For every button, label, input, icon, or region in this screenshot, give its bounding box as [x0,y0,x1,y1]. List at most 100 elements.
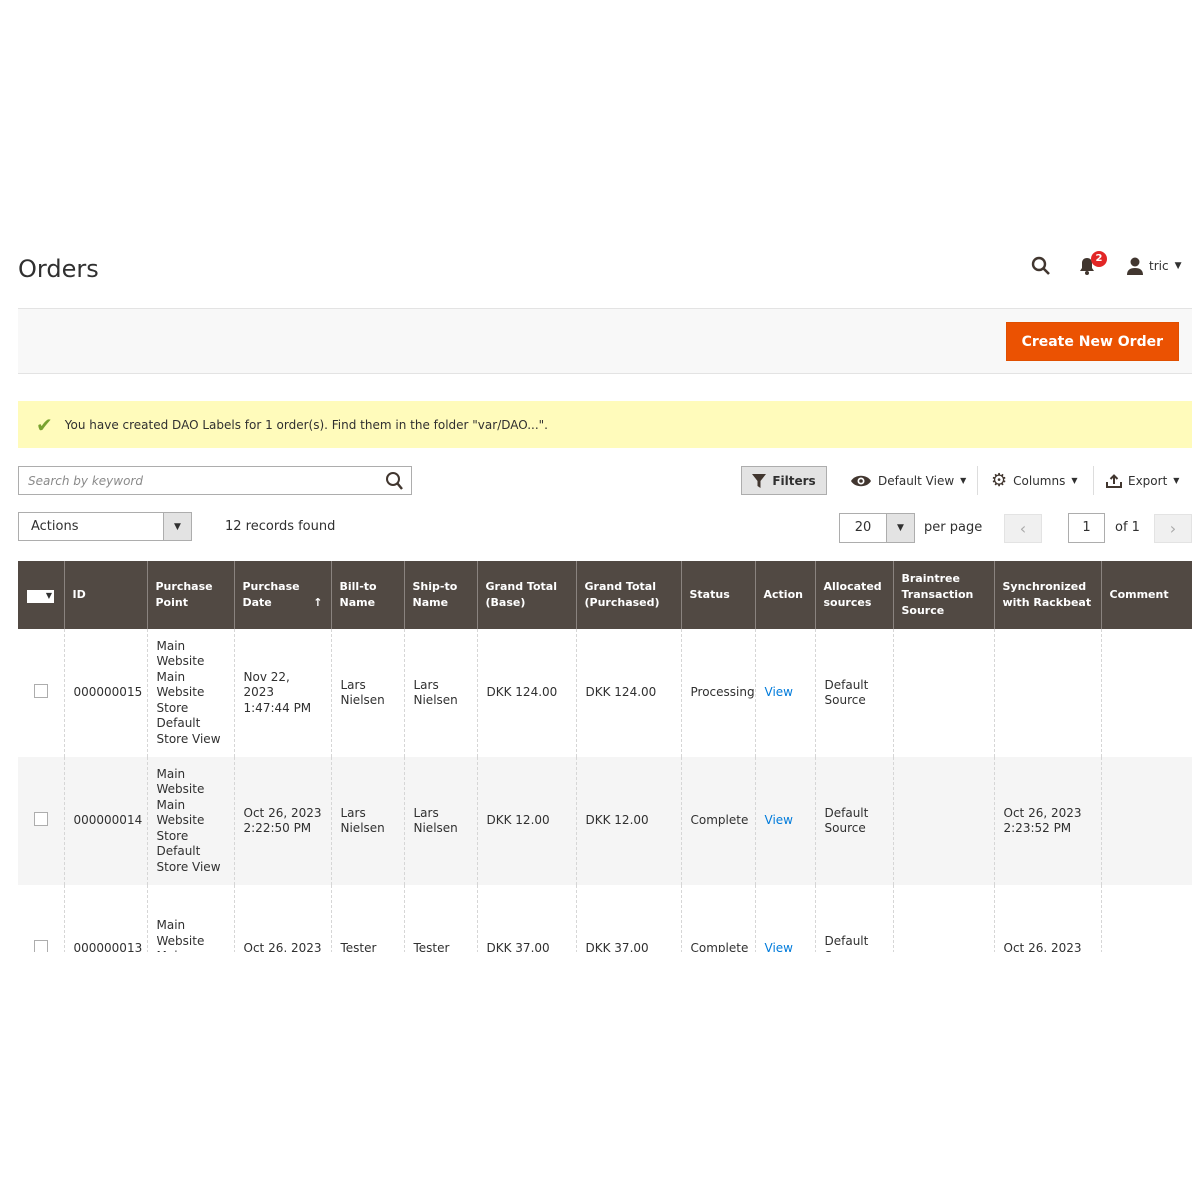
table-row[interactable]: 000000015 Main Website Main Website Store… [18,629,1192,757]
records-count: 12 records found [225,519,336,534]
view-link[interactable]: View [764,685,793,700]
column-header[interactable]: Bill-to Name [330,561,404,629]
cell-comment [1100,885,1192,952]
cell-comment [1100,629,1192,757]
cell-comment [1100,757,1192,885]
column-header-label: Allocated sources [823,580,882,609]
cell-bill: Tester [330,885,404,952]
search-icon[interactable] [381,471,411,491]
column-header-label: Purchase Date [242,580,300,609]
sort-ascending-icon: ↑ [313,596,323,609]
column-header[interactable]: Purchase Date ↑ [233,561,331,629]
cell-text: Main Website Main Website [156,918,205,952]
cell-text: Default Source [824,677,869,708]
cell-text: Default Source [824,933,869,953]
per-page-select[interactable]: 20 ▼ [839,513,915,543]
column-header-label: Purchase Point [155,580,213,609]
cell-ship: Lars Nielsen [403,757,477,885]
cell-date: Oct 26, 2023 2:22:50 PM [233,757,331,885]
cell-text: DKK 124.00 [486,685,558,700]
cell-date: Oct 26, 2023 [233,885,331,952]
column-header[interactable]: Allocated sources [814,561,893,629]
filters-button[interactable]: Filters [741,466,827,495]
column-header[interactable]: Braintree Transaction Source [892,561,994,629]
columns-dropdown[interactable]: ⚙ Columns ▼ [991,466,1078,495]
global-search-button[interactable] [1031,255,1051,277]
cell-rackbeat: Oct 26, 2023 2:23:52 PM [993,757,1101,885]
column-header-label: Synchronized with Rackbeat [1002,580,1092,609]
view-link[interactable]: View [764,941,793,952]
cell-braintree [892,629,994,757]
column-header[interactable]: Purchase Point [146,561,234,629]
column-header[interactable]: Grand Total (Base) [476,561,576,629]
next-page-button[interactable]: › [1154,514,1192,543]
cell-purchased: DKK 37.00 [575,885,681,952]
cell-sources: Default Source [814,757,893,885]
cell-text: Complete [690,941,749,952]
mass-actions-dropdown[interactable]: Actions ▼ [18,512,192,541]
cell-text: Lars Nielsen [340,677,385,708]
filters-label: Filters [772,473,816,488]
search-input[interactable]: Search by keyword [18,466,412,495]
table-row[interactable]: 000000014 Main Website Main Website Store… [18,757,1192,885]
page-actions-bar: Create New Order [18,308,1192,374]
cell-rackbeat [993,629,1101,757]
notifications-button[interactable]: 2 [1079,251,1107,277]
cell-text: 000000014 [73,813,143,828]
chevron-down-icon: ▼ [886,514,914,542]
divider [977,466,978,495]
cell-braintree [892,757,994,885]
default-view-dropdown[interactable]: Default View ▼ [850,466,966,495]
create-new-order-button[interactable]: Create New Order [1005,322,1179,361]
orders-grid: ▼ ID Purchase Point Purchase Date ↑ Bill-to … [18,561,1192,952]
cell-id: 000000013 [63,885,147,952]
cell-base: DKK 12.00 [476,757,576,885]
view-link[interactable]: View [764,813,793,828]
column-header[interactable]: ID [63,561,147,629]
previous-page-button[interactable]: ‹ [1004,514,1042,543]
row-checkbox[interactable] [34,811,48,826]
cell-text: 000000013 [73,941,143,952]
row-checkbox[interactable] [34,683,48,698]
select-all-dropdown[interactable]: ▼ [18,561,64,629]
cell-text: Default Source [824,805,869,836]
cell-text: DKK 37.00 [486,941,550,952]
page-title: Orders [18,255,99,283]
cell-text: DKK 37.00 [585,941,649,952]
column-header-label: Braintree Transaction Source [901,572,974,617]
user-menu[interactable]: tric ▼ [1127,255,1182,277]
per-page-label: per page [924,520,983,535]
cell-purchase_point: Main Website Main Website Store Default … [146,629,234,757]
cell-text: Oct 26, 2023 [1003,941,1082,952]
column-header-label: Action [763,588,803,601]
column-header-label: Grand Total (Purchased) [584,580,660,609]
cell-text: Main Website Main Website Store Default … [156,766,221,874]
cell-purchased: DKK 12.00 [575,757,681,885]
cell-text: Oct 26, 2023 2:22:50 PM [243,805,322,836]
column-header[interactable]: Action [754,561,815,629]
chevron-down-icon: ▼ [1071,476,1078,485]
table-row[interactable]: 000000013 Main Website Main Website Oct 26… [18,885,1192,952]
column-header[interactable]: Status [680,561,755,629]
column-header[interactable]: Grand Total (Purchased) [575,561,681,629]
gear-icon: ⚙ [991,470,1008,491]
page-number-input[interactable]: 1 [1068,513,1105,543]
cell-text: Oct 26, 2023 2:23:52 PM [1003,805,1082,836]
success-message: ✔ You have created DAO Labels for 1 orde… [18,401,1192,448]
cell-text: 000000015 [73,685,143,700]
column-header[interactable]: Comment [1100,561,1192,629]
cell-purchased: DKK 124.00 [575,629,681,757]
cell-sources: Default Source [814,885,893,953]
cell-purchase_point: Main Website Main Website [146,885,234,952]
view-label: Default View [878,473,955,488]
chevron-down-icon: ▼ [1174,261,1182,271]
column-header-label: Comment [1109,588,1169,601]
column-header[interactable]: Synchronized with Rackbeat [993,561,1101,629]
cell-text: DKK 124.00 [585,685,657,700]
success-message-text: You have created DAO Labels for 1 order(… [64,417,548,432]
cell-text: DKK 12.00 [585,813,649,828]
column-header[interactable]: Ship-to Name [403,561,477,629]
export-dropdown[interactable]: Export ▼ [1106,466,1179,495]
row-checkbox[interactable] [34,939,48,952]
cell-sources: Default Source [814,629,893,757]
